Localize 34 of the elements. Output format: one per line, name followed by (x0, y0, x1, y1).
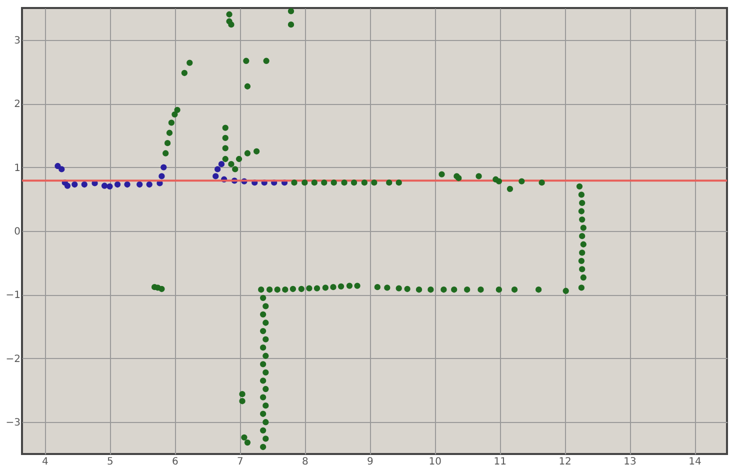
point (212, 173, 219, 180)
point (81, 181, 88, 188)
x-tick-label: 10 (428, 456, 442, 468)
y-tick-label: 1 (14, 162, 20, 174)
y-tick-label: 0 (14, 226, 20, 238)
x-tick-label: 6 (172, 456, 178, 468)
x-tick-label: 11 (494, 456, 506, 468)
x-tick-label: 9 (366, 456, 374, 468)
point (72, 181, 78, 188)
point (136, 181, 143, 188)
point (54, 162, 61, 170)
point (58, 166, 65, 172)
y-tick-label: −2 (6, 354, 20, 365)
point (218, 161, 225, 168)
x-tick-label: 5 (107, 456, 114, 468)
x-tick-label: 13 (624, 456, 636, 468)
point (158, 173, 165, 180)
x-tick-label: 4 (42, 456, 48, 468)
point (101, 182, 108, 189)
point (114, 181, 121, 188)
y-tick-label: 3 (14, 35, 20, 46)
point (106, 183, 113, 190)
point (64, 182, 71, 189)
point (146, 181, 152, 188)
y-tick-label: −3 (6, 418, 20, 429)
x-tick-label: 8 (302, 456, 308, 468)
point (214, 166, 221, 172)
y-tick-label: 2 (14, 99, 20, 110)
x-tick-label: 14 (688, 456, 702, 468)
x-tick-label: 12 (558, 456, 572, 468)
x-tick-label: 7 (236, 456, 244, 468)
y-tick-label: −1 (6, 290, 20, 302)
point (160, 164, 167, 170)
point (124, 181, 130, 188)
